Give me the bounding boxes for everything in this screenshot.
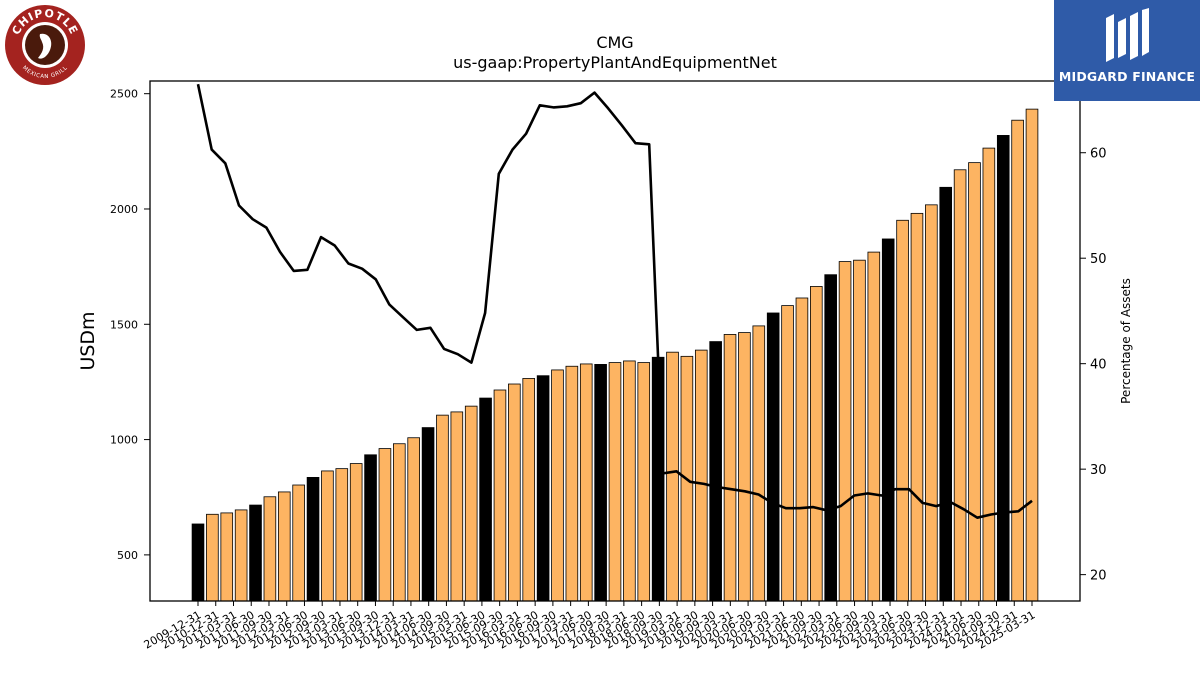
midgard-mark-icon [1106, 8, 1149, 62]
bar-2010-09-30 [234, 509, 248, 602]
bar-2024-06-30 [1025, 108, 1039, 602]
bar-2018-12-31 [709, 341, 722, 602]
bar-2021-03-31 [838, 261, 852, 602]
bar-2018-03-31 [666, 351, 679, 602]
bar-2014-09-30 [464, 405, 478, 602]
bar-2019-12-31 [766, 312, 780, 602]
bar-2021-06-30 [853, 259, 866, 602]
chipotle-logo: CHIPOTLE MEXICAN GRILL [5, 5, 85, 85]
bar-2012-03-31 [321, 470, 334, 602]
bar-2010-12-31 [249, 504, 262, 602]
bar-2015-09-30 [522, 378, 536, 602]
chart-title: CMG [596, 33, 633, 52]
bar-2024-03-31 [1011, 119, 1024, 602]
bar-2020-03-31 [781, 305, 794, 602]
bar-2015-12-31 [536, 375, 550, 602]
x-axis: 2009-12-312010-12-312011-03-312011-06-30… [142, 601, 1038, 652]
bar-2020-09-30 [810, 286, 823, 602]
bar-2010-03-31 [206, 513, 219, 602]
bar-2009-12-31 [191, 523, 205, 602]
bar-2014-12-31 [479, 397, 492, 602]
bar-2023-12-31 [996, 135, 1010, 602]
y-tick-label: 1500 [110, 318, 138, 331]
bar-2017-03-31 [608, 362, 622, 602]
bar-2020-12-31 [824, 274, 837, 602]
bar-2023-06-30 [968, 162, 981, 602]
y-tick-label: 1000 [110, 434, 138, 447]
bar-2012-09-30 [349, 463, 363, 602]
bar-2014-06-30 [450, 411, 464, 602]
y-tick-label: 2500 [110, 88, 138, 101]
bars-group [191, 108, 1039, 602]
y-axis-label: USDm [77, 311, 99, 370]
bar-2021-09-30 [867, 251, 881, 602]
bar-2013-12-31 [421, 427, 435, 602]
bar-2023-03-31 [953, 169, 967, 602]
bar-2022-12-31 [939, 186, 953, 602]
bar-2013-09-30 [407, 437, 420, 602]
bar-2015-03-31 [493, 389, 507, 602]
bar-2021-12-31 [881, 238, 895, 602]
bar-2011-09-30 [292, 484, 305, 602]
bar-2016-06-30 [565, 365, 579, 602]
right-axis: 20 30 40 50 60 [1080, 147, 1107, 584]
bar-2022-03-31 [896, 219, 909, 602]
pepper-icon [38, 33, 52, 59]
plot-frame [149, 80, 1081, 602]
bar-2011-03-31 [263, 496, 277, 602]
bar-2020-06-30 [795, 297, 809, 602]
bar-2016-09-30 [579, 363, 593, 602]
bar-2013-03-31 [378, 448, 392, 602]
left-axis: 500 1000 1500 2000 2500 [110, 88, 150, 562]
y2-tick-label: 50 [1090, 252, 1107, 267]
bar-2012-12-31 [364, 454, 377, 602]
y2-tick-label: 20 [1090, 569, 1107, 584]
bar-2016-03-31 [551, 369, 564, 602]
y2-axis-label: Percentage of Assets [1119, 278, 1133, 404]
bar-2017-09-30 [637, 362, 651, 602]
bar-2016-12-31 [594, 364, 607, 602]
bar-2012-06-30 [335, 468, 349, 602]
y2-tick-label: 60 [1090, 147, 1107, 162]
bar-2014-03-31 [436, 414, 449, 602]
midgard-finance-logo: MIDGARD FINANCE [1054, 0, 1200, 101]
midgard-finance-text: MIDGARD FINANCE [1058, 69, 1196, 84]
bar-2023-09-30 [982, 147, 996, 602]
y-tick-label: 500 [117, 549, 138, 562]
bar-2022-06-30 [910, 212, 924, 602]
bar-2011-12-31 [306, 476, 320, 602]
bar-2011-06-30 [277, 491, 291, 602]
y2-tick-label: 40 [1090, 358, 1107, 373]
bar-2022-09-30 [925, 204, 938, 602]
bar-2018-09-30 [694, 349, 708, 602]
bar-2013-06-30 [393, 443, 406, 602]
bar-2010-06-30 [220, 512, 234, 602]
bar-2019-09-30 [752, 325, 766, 602]
bar-2019-03-31 [723, 334, 737, 602]
bar-2017-06-30 [623, 360, 636, 602]
chart-subtitle: us-gaap:PropertyPlantAndEquipmentNet [453, 53, 777, 72]
percentage-line [196, 83, 1033, 520]
bar-2019-06-30 [738, 332, 751, 602]
bar-2017-12-31 [651, 356, 665, 602]
y2-tick-label: 30 [1090, 463, 1107, 478]
y-tick-label: 2000 [110, 203, 138, 216]
bar-2015-06-30 [508, 383, 521, 602]
